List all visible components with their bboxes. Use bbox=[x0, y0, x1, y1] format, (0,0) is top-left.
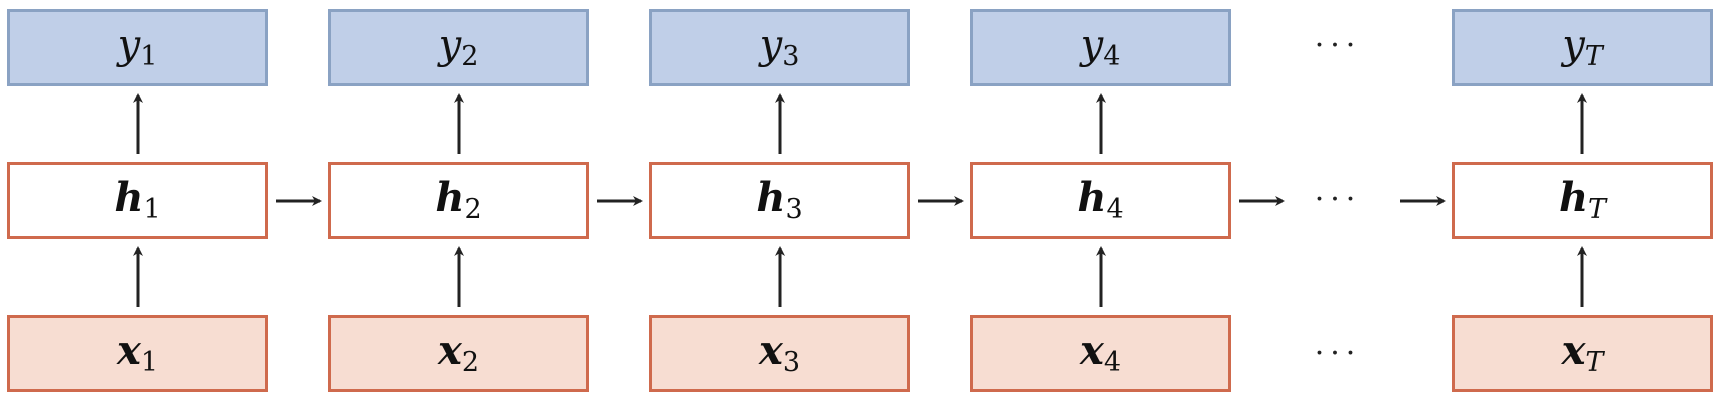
input-label-1: x1 bbox=[116, 327, 159, 378]
hidden-node-2: h2 bbox=[328, 162, 589, 239]
output-node-4: y4 bbox=[970, 9, 1231, 86]
hidden-label-T: hT bbox=[1558, 174, 1607, 225]
output-node-T: yT bbox=[1452, 9, 1713, 86]
hidden-label-4: h4 bbox=[1077, 174, 1124, 225]
input-ellipsis: ··· bbox=[1314, 336, 1362, 371]
input-label-4: x4 bbox=[1079, 327, 1122, 378]
hidden-ellipsis: ··· bbox=[1314, 182, 1362, 217]
input-node-4: x4 bbox=[970, 315, 1231, 392]
input-label-3: x3 bbox=[758, 327, 801, 378]
hidden-node-3: h3 bbox=[649, 162, 910, 239]
output-node-1: y1 bbox=[7, 9, 268, 86]
output-label-3: y3 bbox=[759, 22, 800, 72]
output-label-1: y1 bbox=[117, 22, 158, 72]
output-label-2: y2 bbox=[438, 22, 479, 72]
output-ellipsis: ··· bbox=[1314, 28, 1362, 63]
output-label-4: y4 bbox=[1080, 22, 1121, 72]
hidden-node-T: hT bbox=[1452, 162, 1713, 239]
input-node-T: xT bbox=[1452, 315, 1713, 392]
hidden-label-1: h1 bbox=[114, 174, 161, 225]
hidden-label-2: h2 bbox=[435, 174, 482, 225]
hidden-node-1: h1 bbox=[7, 162, 268, 239]
input-node-1: x1 bbox=[7, 315, 268, 392]
input-node-3: x3 bbox=[649, 315, 910, 392]
input-label-2: x2 bbox=[437, 327, 480, 378]
hidden-label-3: h3 bbox=[756, 174, 803, 225]
output-label-T: yT bbox=[1562, 22, 1603, 72]
output-node-2: y2 bbox=[328, 9, 589, 86]
hidden-node-4: h4 bbox=[970, 162, 1231, 239]
output-node-3: y3 bbox=[649, 9, 910, 86]
input-node-2: x2 bbox=[328, 315, 589, 392]
input-label-T: xT bbox=[1561, 327, 1604, 378]
